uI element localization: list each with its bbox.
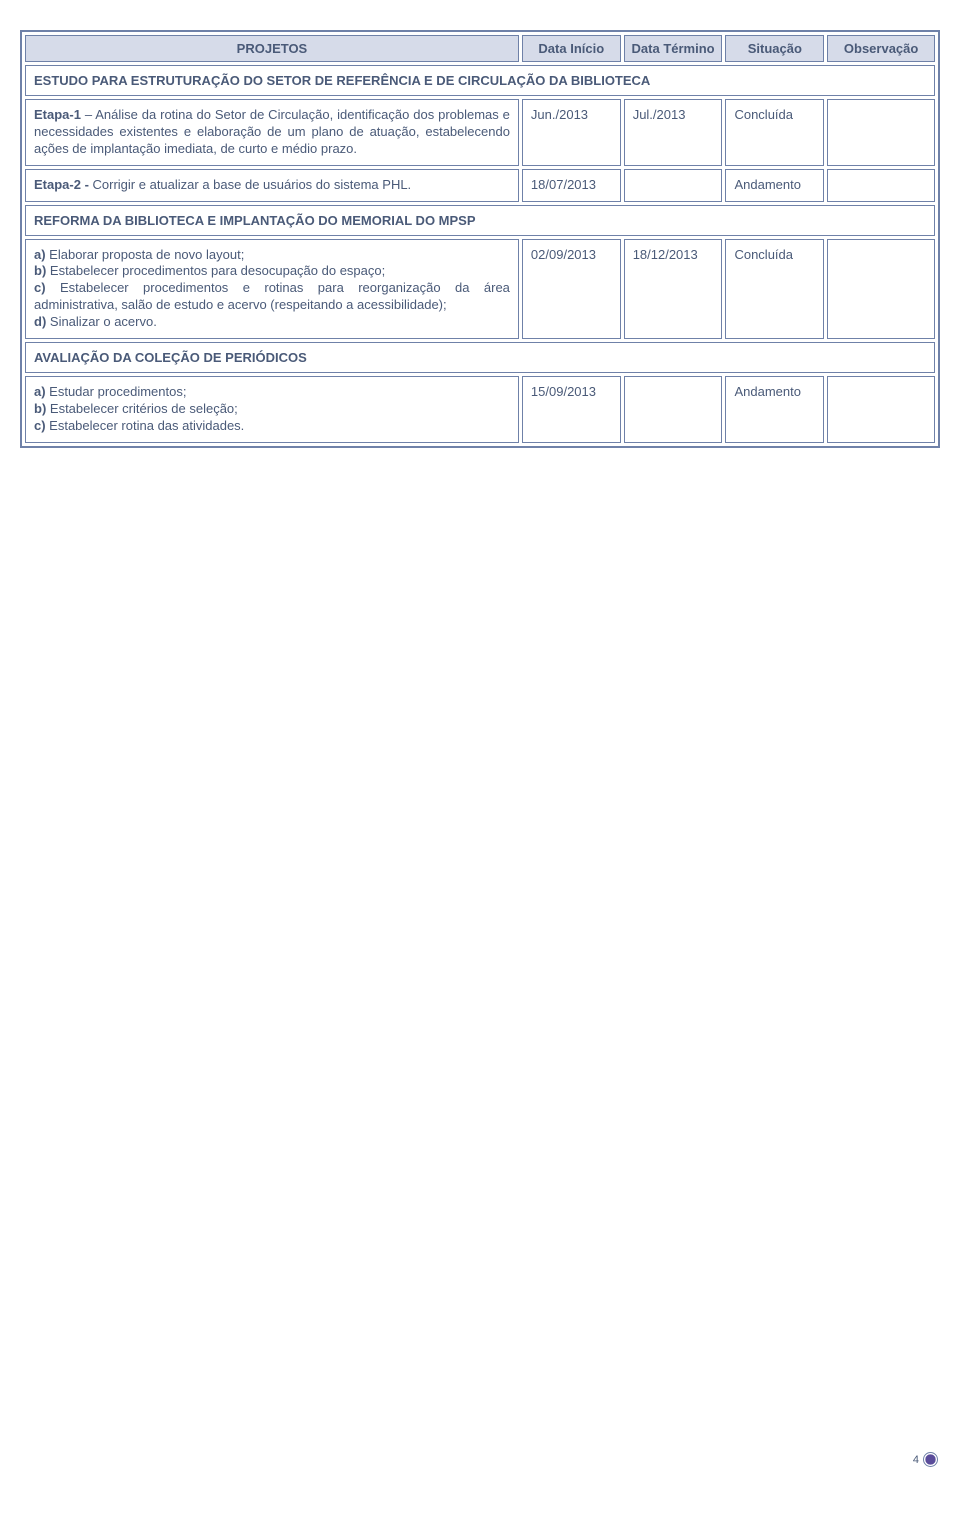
header-situacao: Situação: [725, 35, 824, 62]
avaliacao-a-b: a): [34, 384, 46, 399]
etapa1-label: Etapa-1: [34, 107, 81, 122]
section-title-estudo: ESTUDO PARA ESTRUTURAÇÃO DO SETOR DE REF…: [25, 65, 935, 96]
etapa1-termino: Jul./2013: [624, 99, 723, 166]
reforma-inicio: 02/09/2013: [522, 239, 621, 339]
page-marker-icon: [923, 1452, 938, 1467]
reforma-b-b: b): [34, 263, 46, 278]
avaliacao-termino: [624, 376, 723, 443]
header-data-inicio: Data Início: [522, 35, 621, 62]
estudo-etapa1-desc: Etapa-1 – Análise da rotina do Setor de …: [25, 99, 519, 166]
page: PROJETOS Data Início Data Término Situaç…: [0, 0, 960, 1485]
etapa2-inicio: 18/07/2013: [522, 169, 621, 202]
estudo-etapa2-desc: Etapa-2 - Corrigir e atualizar a base de…: [25, 169, 519, 202]
page-number-container: 4: [913, 1452, 938, 1467]
reforma-desc: a) Elaborar proposta de novo layout; b) …: [25, 239, 519, 339]
etapa2-obs: [827, 169, 935, 202]
section-row-avaliacao: AVALIAÇÃO DA COLEÇÃO DE PERIÓDICOS: [25, 342, 935, 373]
table-header-row: PROJETOS Data Início Data Término Situaç…: [25, 35, 935, 62]
section-row-reforma: REFORMA DA BIBLIOTECA E IMPLANTAÇÃO DO M…: [25, 205, 935, 236]
etapa2-text: Corrigir e atualizar a base de usuários …: [89, 177, 411, 192]
reforma-b-t: Estabelecer procedimentos para desocupaç…: [46, 263, 385, 278]
avaliacao-c-t: Estabelecer rotina das atividades.: [46, 418, 245, 433]
reforma-obs: [827, 239, 935, 339]
etapa1-inicio: Jun./2013: [522, 99, 621, 166]
estudo-etapa1-row: Etapa-1 – Análise da rotina do Setor de …: [25, 99, 935, 166]
avaliacao-desc: a) Estudar procedimentos; b) Estabelecer…: [25, 376, 519, 443]
avaliacao-b-b: b): [34, 401, 46, 416]
avaliacao-a-t: Estudar procedimentos;: [46, 384, 187, 399]
avaliacao-row: a) Estudar procedimentos; b) Estabelecer…: [25, 376, 935, 443]
reforma-termino: 18/12/2013: [624, 239, 723, 339]
section-row-estudo: ESTUDO PARA ESTRUTURAÇÃO DO SETOR DE REF…: [25, 65, 935, 96]
reforma-a-t: Elaborar proposta de novo layout;: [46, 247, 245, 262]
avaliacao-b-t: Estabelecer critérios de seleção;: [46, 401, 237, 416]
avaliacao-inicio: 15/09/2013: [522, 376, 621, 443]
reforma-c-b: c): [34, 280, 46, 295]
avaliacao-c-b: c): [34, 418, 46, 433]
section-title-avaliacao: AVALIAÇÃO DA COLEÇÃO DE PERIÓDICOS: [25, 342, 935, 373]
etapa2-label: Etapa-2 -: [34, 177, 89, 192]
etapa2-situacao: Andamento: [725, 169, 824, 202]
header-data-termino: Data Término: [624, 35, 723, 62]
header-observacao: Observação: [827, 35, 935, 62]
page-number: 4: [913, 1454, 919, 1466]
section-title-reforma: REFORMA DA BIBLIOTECA E IMPLANTAÇÃO DO M…: [25, 205, 935, 236]
reforma-c-t: Estabelecer procedimentos e rotinas para…: [34, 280, 510, 312]
etapa2-termino: [624, 169, 723, 202]
projects-table: PROJETOS Data Início Data Término Situaç…: [20, 30, 940, 448]
reforma-d-t: Sinalizar o acervo.: [46, 314, 157, 329]
header-projetos: PROJETOS: [25, 35, 519, 62]
reforma-d-b: d): [34, 314, 46, 329]
avaliacao-situacao: Andamento: [725, 376, 824, 443]
reforma-row: a) Elaborar proposta de novo layout; b) …: [25, 239, 935, 339]
etapa1-obs: [827, 99, 935, 166]
etapa1-situacao: Concluída: [725, 99, 824, 166]
avaliacao-obs: [827, 376, 935, 443]
estudo-etapa2-row: Etapa-2 - Corrigir e atualizar a base de…: [25, 169, 935, 202]
reforma-situacao: Concluída: [725, 239, 824, 339]
reforma-a-b: a): [34, 247, 46, 262]
etapa1-text: – Análise da rotina do Setor de Circulaç…: [34, 107, 510, 156]
